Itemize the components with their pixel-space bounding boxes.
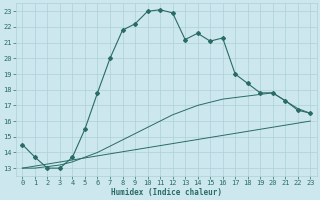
X-axis label: Humidex (Indice chaleur): Humidex (Indice chaleur) (111, 188, 222, 197)
